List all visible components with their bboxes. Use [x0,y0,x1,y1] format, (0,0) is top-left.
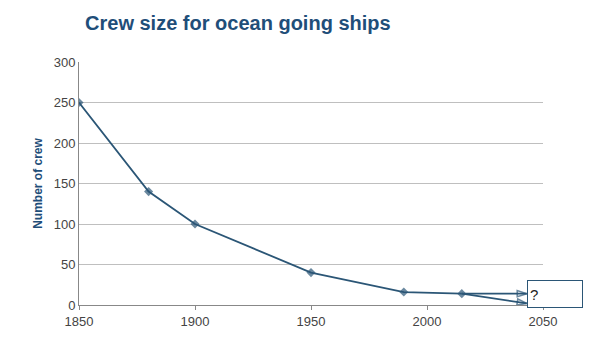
svg-text:1850: 1850 [65,314,94,329]
svg-text:200: 200 [54,136,76,151]
svg-text:300: 300 [54,55,76,70]
svg-text:?: ? [530,286,538,303]
svg-text:50: 50 [61,257,75,272]
svg-text:250: 250 [54,95,76,110]
svg-text:2050: 2050 [529,314,558,329]
svg-text:1950: 1950 [297,314,326,329]
svg-text:100: 100 [54,217,76,232]
svg-text:Number of crew: Number of crew [31,137,45,228]
svg-text:Crew size for ocean going ship: Crew size for ocean going ships [85,12,391,34]
svg-text:150: 150 [54,176,76,191]
svg-text:2000: 2000 [413,314,442,329]
svg-text:0: 0 [68,298,75,313]
svg-text:1900: 1900 [181,314,210,329]
